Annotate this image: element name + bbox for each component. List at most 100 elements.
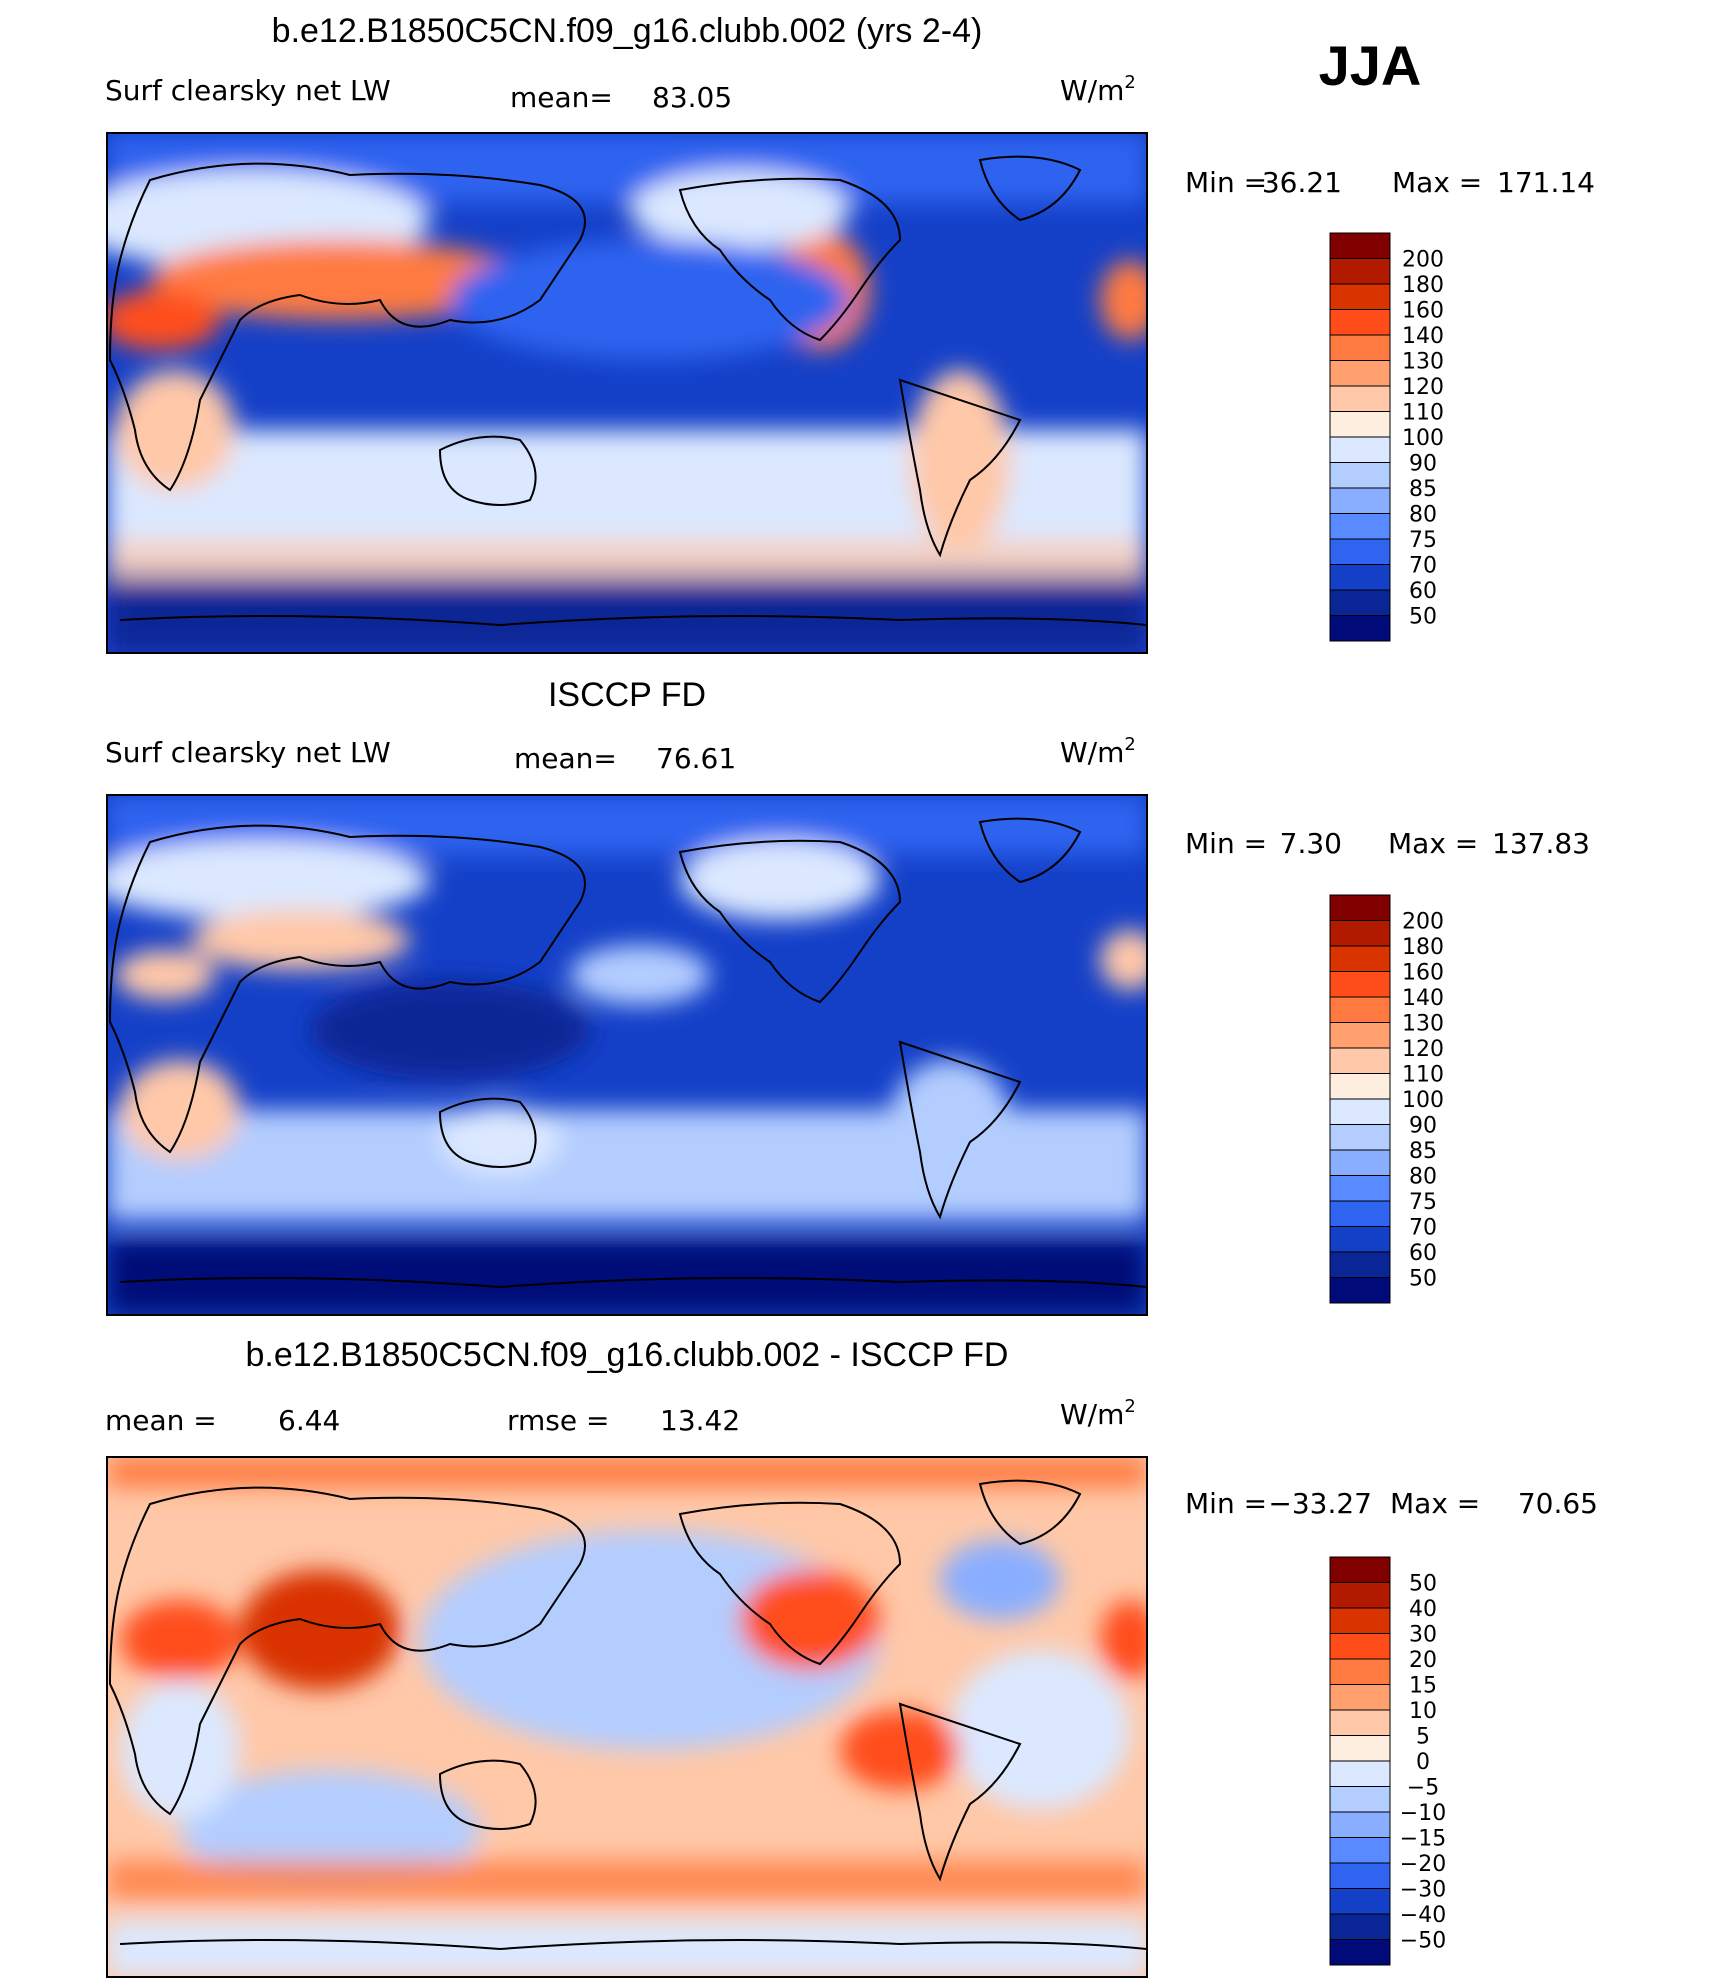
colorbar-tick-label: −10	[1400, 1801, 1446, 1826]
colorbar-segment	[1329, 1277, 1391, 1304]
colorbar-tick-label: −30	[1400, 1878, 1446, 1903]
colorbar-tick-label: 40	[1409, 1597, 1437, 1622]
colorbar-segment	[1329, 258, 1391, 285]
min-value: 7.30	[1280, 827, 1342, 860]
units-label: W/m2	[1060, 1396, 1136, 1431]
colorbar-segment	[1329, 1149, 1391, 1176]
colorbar-segment	[1329, 360, 1391, 387]
panel-model: b.e12.B1850C5CN.f09_g16.clubb.002 (yrs 2…	[105, 12, 1595, 654]
colorbar-segment	[1329, 1022, 1391, 1049]
colorbar-tick-label: 50	[1409, 1572, 1437, 1597]
colorbar-tick-label: 80	[1409, 1165, 1437, 1190]
colorbar-tick-label: 90	[1409, 1114, 1437, 1139]
colorbar-segment	[1329, 971, 1391, 998]
colorbar-tick-label: 70	[1409, 554, 1437, 579]
map-frame	[106, 132, 1148, 654]
colorbar-segment	[1329, 589, 1391, 616]
min-value: 36.21	[1262, 166, 1342, 199]
colorbar-tick-label: 0	[1416, 1750, 1430, 1775]
colorbar-tick-label: 100	[1402, 426, 1444, 451]
colorbar-tick-label: 120	[1402, 375, 1444, 400]
colorbar-tick-label: 120	[1402, 1037, 1444, 1062]
colorbar-segment	[1329, 1658, 1391, 1685]
colorbar-segment	[1329, 1073, 1391, 1100]
colorbar-segment	[1329, 411, 1391, 438]
units-label: W/m2	[1060, 734, 1136, 769]
colorbar-segment	[1329, 996, 1391, 1023]
colorbar-segment	[1329, 1047, 1391, 1074]
map-frame	[106, 794, 1148, 1316]
colorbar-tick-label: 60	[1409, 1241, 1437, 1266]
mean-label: mean=	[514, 742, 617, 775]
mean-label: mean =	[105, 1404, 217, 1437]
colorbar-segment	[1329, 1888, 1391, 1915]
map-diff	[107, 1457, 1147, 1977]
colorbar-segment	[1329, 1633, 1391, 1660]
colorbar-segment	[1329, 1175, 1391, 1202]
colorbar-segment	[1329, 1556, 1391, 1583]
colorbar-segment	[1329, 436, 1391, 463]
mean-value: 83.05	[652, 81, 732, 114]
colorbar-segment	[1329, 1607, 1391, 1634]
colorbar-tick-label: 90	[1409, 452, 1437, 477]
max-value: 171.14	[1497, 166, 1595, 199]
max-value: 137.83	[1492, 827, 1590, 860]
panel-obs: ISCCP FD Surf clearsky net LW mean= 76.6…	[105, 676, 1590, 1316]
max-value: 70.65	[1518, 1487, 1598, 1520]
min-value: −33.27	[1268, 1487, 1372, 1520]
colorbar-tick-label: 5	[1416, 1725, 1430, 1750]
max-label: Max =	[1392, 166, 1482, 199]
colorbar-tick-label: 110	[1402, 1063, 1444, 1088]
colorbar-segment	[1329, 232, 1391, 259]
colorbar-tick-label: 100	[1402, 1088, 1444, 1113]
colorbar-segment	[1329, 1098, 1391, 1125]
colorbar-segment	[1329, 1251, 1391, 1278]
min-label: Min =	[1185, 1487, 1267, 1520]
colorbar-segment	[1329, 462, 1391, 489]
variable-label: Surf clearsky net LW	[105, 74, 391, 107]
panel-title: b.e12.B1850C5CN.f09_g16.clubb.002 - ISCC…	[246, 1336, 1009, 1374]
colorbar-tick-label: 70	[1409, 1216, 1437, 1241]
colorbar-tick-label: 50	[1409, 1267, 1437, 1292]
mean-value: 76.61	[656, 742, 736, 775]
colorbar-tick-label: 180	[1402, 273, 1444, 298]
colorbar-segment	[1329, 920, 1391, 947]
colorbar-segment	[1329, 1684, 1391, 1711]
colorbar-tick-label: 110	[1402, 401, 1444, 426]
colorbar-tick-label: 130	[1402, 1012, 1444, 1037]
units-label: W/m2	[1060, 72, 1136, 107]
panel-title: b.e12.B1850C5CN.f09_g16.clubb.002 (yrs 2…	[272, 12, 983, 50]
mean-value: 6.44	[278, 1404, 340, 1437]
map-obs	[107, 795, 1147, 1315]
colorbar-tick-label: 200	[1402, 910, 1444, 935]
colorbar-tick-label: −50	[1400, 1929, 1446, 1954]
colorbar-segment	[1329, 1582, 1391, 1609]
colorbar-tick-label: 75	[1409, 1190, 1437, 1215]
season-label: JJA	[1319, 34, 1422, 97]
colorbar-tick-label: 140	[1402, 324, 1444, 349]
colorbar-segment	[1329, 1735, 1391, 1762]
colorbar-segment	[1329, 513, 1391, 540]
colorbar-segment	[1329, 334, 1391, 361]
colorbar-segment	[1329, 1811, 1391, 1838]
colorbar-segment	[1329, 1939, 1391, 1966]
colorbar-segment	[1329, 1200, 1391, 1227]
colorbar-segment	[1329, 945, 1391, 972]
rmse-value: 13.42	[660, 1404, 740, 1437]
colorbar-tick-label: 180	[1402, 935, 1444, 960]
colorbar-tick-label: 85	[1409, 1139, 1437, 1164]
colorbar-tick-label: 160	[1402, 299, 1444, 324]
colorbar-segment	[1329, 1837, 1391, 1864]
colorbar-tick-label: 20	[1409, 1648, 1437, 1673]
colorbar-segment	[1329, 1913, 1391, 1940]
panel-title: ISCCP FD	[548, 676, 706, 714]
colorbar-segment	[1329, 1862, 1391, 1889]
min-label: Min =	[1185, 166, 1267, 199]
colorbar-segment	[1329, 283, 1391, 310]
colorbar-segment	[1329, 385, 1391, 412]
colorbar-tick-label: 130	[1402, 350, 1444, 375]
panel-diff: b.e12.B1850C5CN.f09_g16.clubb.002 - ISCC…	[105, 1336, 1598, 1978]
